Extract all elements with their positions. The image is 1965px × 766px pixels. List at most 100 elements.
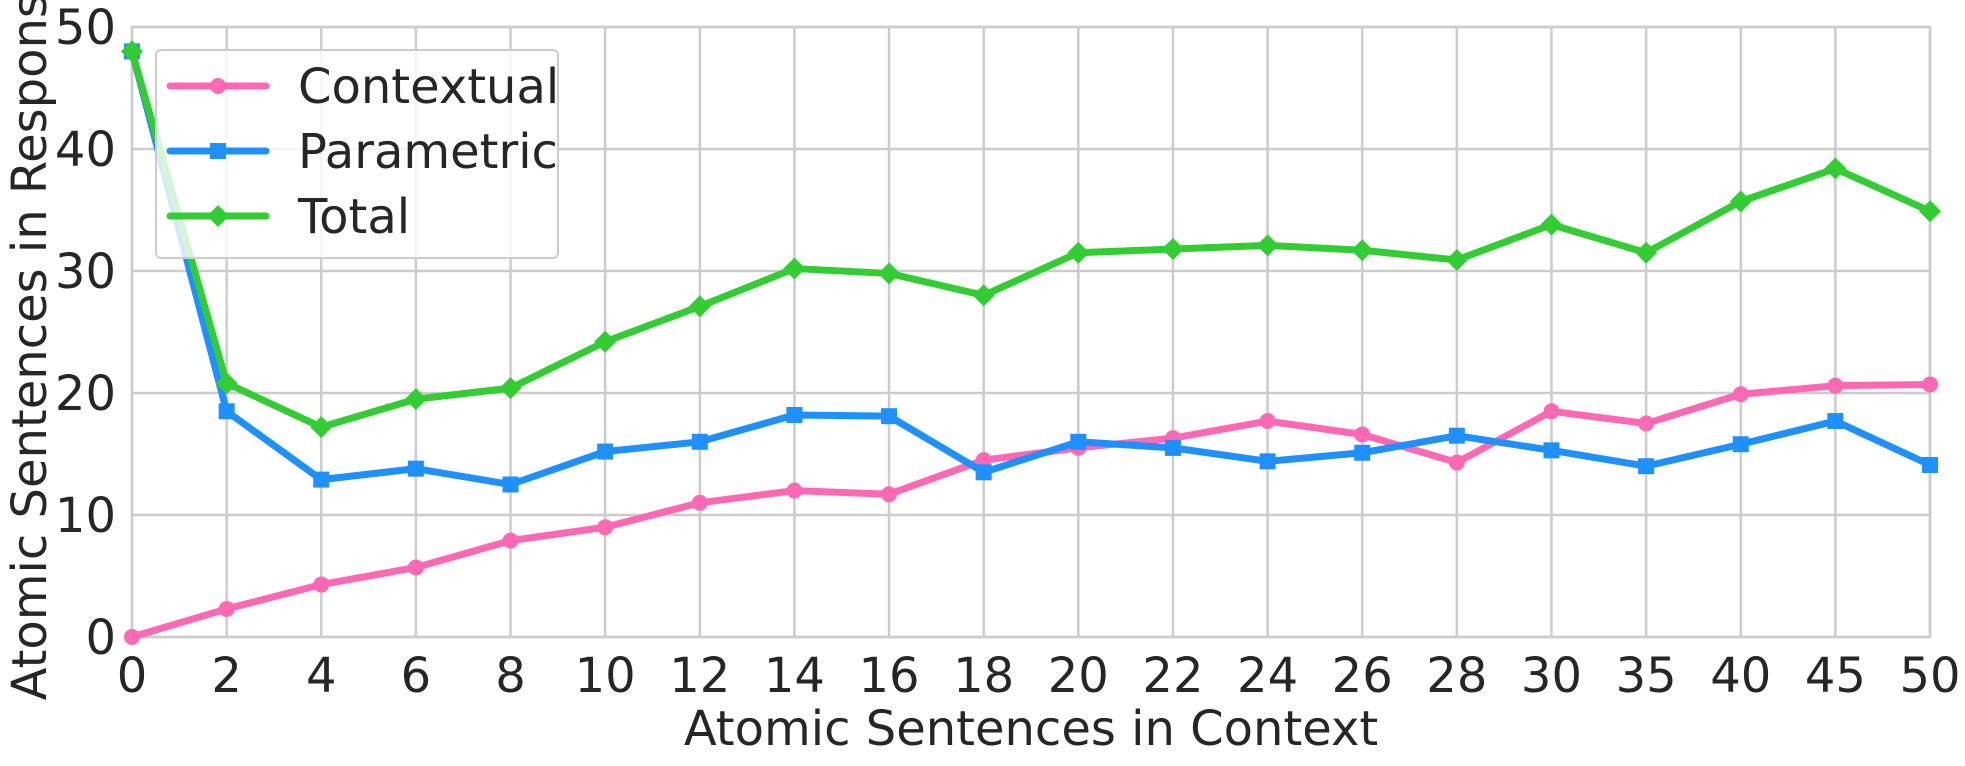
legend-item-total: Total xyxy=(166,189,410,245)
x-tick-label: 30 xyxy=(1521,648,1582,704)
data-point-total xyxy=(1729,190,1752,213)
data-point-parametric xyxy=(218,403,235,420)
data-point-parametric xyxy=(786,406,803,423)
data-point-contextual xyxy=(218,600,235,617)
data-point-total xyxy=(972,284,995,307)
data-point-parametric xyxy=(597,443,614,460)
data-point-total xyxy=(1351,239,1374,262)
data-point-parametric xyxy=(1354,444,1371,461)
legend-marker-parametric xyxy=(210,143,226,159)
x-tick-label: 28 xyxy=(1426,648,1487,704)
data-point-total xyxy=(1635,241,1658,264)
x-tick-label: 6 xyxy=(401,648,432,704)
data-point-total xyxy=(878,262,901,285)
data-point-total xyxy=(1161,238,1184,261)
x-tick-label: 26 xyxy=(1332,648,1393,704)
y-tick-label: 10 xyxy=(55,488,116,544)
data-point-parametric xyxy=(1827,413,1844,430)
data-point-contextual xyxy=(1732,386,1749,403)
data-point-parametric xyxy=(502,476,519,493)
x-tick-label: 0 xyxy=(117,648,148,704)
x-tick-label: 18 xyxy=(953,648,1014,704)
data-point-contextual xyxy=(1543,403,1560,420)
data-point-total xyxy=(310,416,333,439)
data-point-contextual xyxy=(691,494,708,511)
data-point-parametric xyxy=(881,408,898,425)
data-point-contextual xyxy=(1922,376,1938,393)
data-point-total xyxy=(1824,157,1847,180)
x-tick-label: 20 xyxy=(1048,648,1109,704)
data-point-total xyxy=(215,372,238,395)
data-point-contextual xyxy=(597,519,614,536)
data-point-contextual xyxy=(313,576,330,593)
data-point-contextual xyxy=(881,486,898,503)
legend-items: Contextual Parametric Total xyxy=(166,59,559,245)
data-point-parametric xyxy=(1638,458,1655,475)
x-tick-label: 14 xyxy=(764,648,825,704)
data-point-total xyxy=(688,295,711,318)
x-tick-label: 12 xyxy=(669,648,730,704)
y-tick-label: 30 xyxy=(55,244,116,300)
series-parametric xyxy=(124,43,1938,493)
y-tick-label: 50 xyxy=(55,0,116,56)
data-point-total xyxy=(1540,213,1563,236)
data-point-parametric xyxy=(313,471,330,488)
x-tick-label: 22 xyxy=(1142,648,1203,704)
legend: Contextual Parametric Total xyxy=(155,49,559,259)
legend-label-total: Total xyxy=(297,189,410,245)
data-point-total xyxy=(121,40,143,63)
data-point-contextual xyxy=(1638,415,1655,432)
y-tick-labels: 0 10 20 30 40 50 xyxy=(55,0,116,666)
x-tick-label: 45 xyxy=(1805,648,1866,704)
x-tick-labels: 0 2 4 6 8 10 12 14 16 18 20 22 24 26 28 30 35 40 45 50 xyxy=(117,648,1961,704)
legend-item-parametric: Parametric xyxy=(166,124,558,180)
series-total xyxy=(121,40,1941,439)
data-point-parametric xyxy=(1164,439,1181,456)
legend-label-contextual: Contextual xyxy=(298,59,559,115)
data-point-parametric xyxy=(407,460,424,477)
legend-box xyxy=(155,49,559,259)
x-tick-label: 35 xyxy=(1616,648,1677,704)
data-point-total xyxy=(1919,200,1941,223)
data-point-contextual xyxy=(124,629,140,645)
series-layer xyxy=(121,40,1941,645)
x-tick-label: 50 xyxy=(1899,648,1960,704)
data-point-contextual xyxy=(786,482,803,499)
x-axis-title: Atomic Sentences in Context xyxy=(684,701,1378,757)
legend-marker-total xyxy=(207,205,229,227)
data-point-total xyxy=(499,377,522,400)
data-point-total xyxy=(404,388,427,411)
x-tick-label: 16 xyxy=(859,648,920,704)
data-point-parametric xyxy=(1922,456,1938,473)
series-line-parametric xyxy=(128,47,1934,488)
data-point-total xyxy=(1445,249,1468,272)
y-tick-label: 0 xyxy=(85,610,116,666)
plot-frame xyxy=(130,25,1932,639)
legend-marker-contextual xyxy=(210,78,226,94)
data-point-total xyxy=(1067,241,1090,264)
legend-item-contextual: Contextual xyxy=(166,59,559,115)
data-point-parametric xyxy=(691,433,708,450)
y-tick-label: 20 xyxy=(55,366,116,422)
legend-label-parametric: Parametric xyxy=(298,124,558,180)
data-point-total xyxy=(1256,234,1279,257)
y-axis-title: Atomic Sentences in Response xyxy=(2,0,58,700)
x-tick-label: 10 xyxy=(575,648,636,704)
data-point-contextual xyxy=(502,532,519,549)
data-point-parametric xyxy=(1448,427,1465,444)
data-point-contextual xyxy=(975,452,992,469)
data-point-contextual xyxy=(1354,426,1371,443)
data-point-contextual xyxy=(1259,413,1276,430)
x-tick-label: 40 xyxy=(1710,648,1771,704)
data-point-total xyxy=(594,330,617,353)
y-tick-label: 40 xyxy=(55,122,116,178)
series-line-total xyxy=(128,47,1934,431)
data-point-total xyxy=(783,257,806,280)
data-point-contextual xyxy=(1448,454,1465,471)
data-point-parametric xyxy=(975,464,992,481)
data-point-parametric xyxy=(1543,442,1560,459)
data-point-contextual xyxy=(407,559,424,576)
x-tick-label: 4 xyxy=(306,648,337,704)
data-point-parametric xyxy=(1259,453,1276,470)
data-point-parametric xyxy=(1070,433,1087,450)
